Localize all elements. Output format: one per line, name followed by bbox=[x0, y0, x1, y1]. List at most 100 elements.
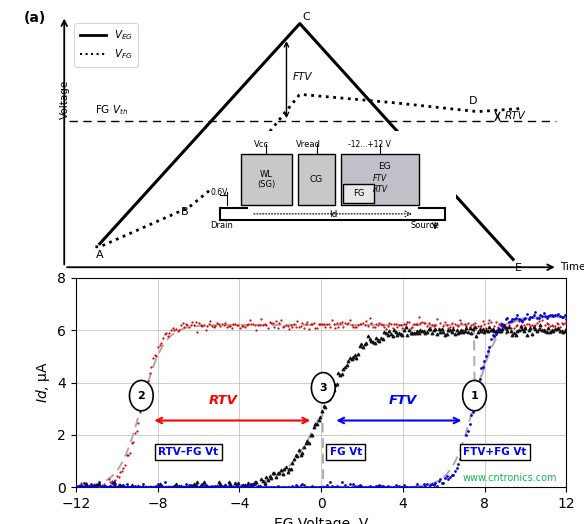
Point bbox=[119, 481, 128, 489]
Point bbox=[339, 365, 348, 373]
Point bbox=[245, 483, 255, 492]
Point bbox=[555, 327, 565, 335]
Point bbox=[446, 325, 455, 334]
Point bbox=[290, 455, 299, 463]
Point bbox=[552, 310, 561, 319]
Point bbox=[201, 326, 210, 334]
Point bbox=[296, 451, 305, 459]
Point bbox=[281, 462, 291, 471]
Text: Drain: Drain bbox=[210, 221, 233, 230]
Point bbox=[171, 479, 180, 488]
Point bbox=[199, 321, 208, 329]
Point bbox=[333, 369, 343, 378]
Point bbox=[187, 483, 197, 492]
Point bbox=[124, 483, 133, 492]
Point bbox=[467, 411, 476, 420]
Point bbox=[245, 316, 255, 324]
Point bbox=[432, 330, 442, 339]
Point bbox=[181, 320, 190, 328]
Point bbox=[157, 483, 166, 492]
Point bbox=[437, 324, 446, 333]
Point bbox=[117, 467, 127, 475]
Point bbox=[422, 480, 432, 488]
Point bbox=[460, 441, 470, 450]
Point bbox=[163, 331, 172, 340]
Point bbox=[293, 482, 302, 490]
Point bbox=[412, 480, 422, 488]
Point bbox=[416, 326, 425, 334]
Point bbox=[442, 330, 451, 339]
Point bbox=[206, 317, 215, 325]
Point bbox=[394, 482, 404, 490]
Point bbox=[440, 331, 450, 339]
Point bbox=[327, 482, 336, 490]
Point bbox=[114, 483, 123, 492]
Point bbox=[394, 329, 404, 337]
Point bbox=[547, 311, 557, 320]
Point bbox=[343, 319, 353, 327]
Point bbox=[440, 474, 450, 482]
Point bbox=[363, 483, 373, 492]
Point bbox=[316, 483, 325, 492]
Point bbox=[255, 483, 265, 492]
Point bbox=[130, 483, 140, 492]
Point bbox=[312, 420, 322, 428]
Point bbox=[130, 428, 140, 436]
Point bbox=[240, 483, 249, 492]
Point bbox=[91, 483, 100, 491]
Point bbox=[549, 327, 558, 335]
Point bbox=[373, 321, 383, 330]
Point bbox=[229, 483, 238, 492]
Point bbox=[503, 326, 512, 335]
Point bbox=[426, 325, 435, 334]
Point bbox=[224, 482, 233, 490]
Point bbox=[274, 468, 284, 477]
Point bbox=[529, 322, 538, 330]
Point bbox=[454, 460, 463, 468]
Text: EG: EG bbox=[378, 161, 390, 171]
Point bbox=[165, 329, 174, 337]
Point bbox=[227, 483, 237, 492]
Point bbox=[266, 319, 276, 328]
Point bbox=[79, 483, 89, 491]
Point bbox=[519, 315, 529, 323]
Point bbox=[79, 483, 89, 492]
Point bbox=[211, 322, 220, 330]
Point bbox=[383, 322, 392, 330]
Point bbox=[401, 483, 411, 492]
Point bbox=[444, 475, 453, 483]
Point bbox=[178, 483, 187, 492]
Point bbox=[353, 482, 363, 490]
Point bbox=[306, 431, 315, 439]
Point bbox=[562, 314, 571, 323]
Point bbox=[189, 479, 199, 488]
Point bbox=[544, 312, 553, 320]
Point bbox=[255, 321, 265, 329]
Point bbox=[467, 321, 476, 330]
Point bbox=[185, 483, 194, 492]
Point bbox=[291, 323, 300, 331]
Point bbox=[394, 320, 404, 329]
Point bbox=[409, 320, 419, 328]
Point bbox=[124, 483, 133, 492]
Point bbox=[98, 482, 107, 490]
Point bbox=[452, 326, 461, 335]
Point bbox=[542, 328, 551, 336]
Point bbox=[339, 323, 348, 331]
Point bbox=[554, 320, 563, 328]
Point bbox=[206, 483, 215, 492]
Point bbox=[404, 483, 413, 492]
Point bbox=[134, 483, 143, 492]
Point bbox=[116, 467, 125, 476]
Point bbox=[219, 483, 228, 492]
Point bbox=[436, 328, 445, 336]
Point bbox=[357, 340, 366, 348]
Point bbox=[215, 481, 225, 489]
Point bbox=[523, 331, 532, 340]
Point bbox=[462, 431, 471, 440]
Point bbox=[511, 313, 520, 322]
Point bbox=[235, 483, 245, 492]
Point bbox=[547, 321, 557, 330]
Point bbox=[122, 483, 131, 492]
Point bbox=[367, 337, 376, 345]
